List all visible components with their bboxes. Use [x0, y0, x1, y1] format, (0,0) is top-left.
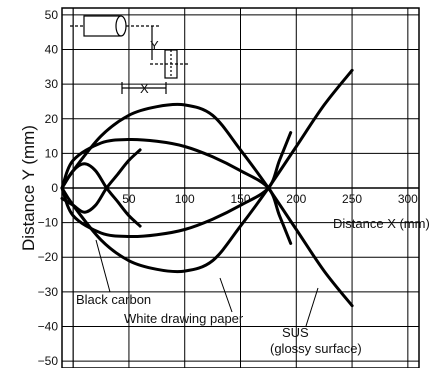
- y-tick-label: −10: [38, 216, 59, 230]
- y-tick-labels: 50 40 30 20 10 0 −10 −20 −30 −40 −50: [38, 8, 59, 368]
- y-axis-title: Distance Y (mm): [19, 125, 38, 251]
- series-curves: [60, 68, 354, 308]
- y-tick-label: 50: [45, 8, 59, 22]
- x-tick-label: 300: [398, 192, 418, 206]
- y-tick-label: −20: [38, 250, 59, 264]
- sensor-lens-shape: [115, 15, 127, 37]
- sensor-inset-sketch: [70, 15, 190, 94]
- sensor-body-shape: [83, 15, 121, 37]
- sus-leader: [305, 287, 319, 327]
- y-tick-label: 10: [45, 146, 59, 160]
- sus-label: SUS: [282, 325, 309, 340]
- y-tick-label: −50: [38, 354, 59, 368]
- inset-y-label: Y: [150, 38, 159, 53]
- y-tick-label: −40: [38, 319, 59, 333]
- sus-upper-curve: [60, 102, 354, 308]
- black-carbon-leader: [95, 239, 111, 293]
- sus-surface-label: (glossy surface): [270, 341, 362, 356]
- x-axis-title: Distance X (mm): [333, 216, 430, 231]
- x-tick-label: 50: [122, 192, 136, 206]
- x-tick-label: 100: [175, 192, 195, 206]
- gridlines: [62, 8, 419, 368]
- y-tick-label: 30: [45, 77, 59, 91]
- inset-x-label: X: [140, 81, 149, 96]
- white-paper-label: White drawing paper: [124, 311, 244, 326]
- annotation-leaders: [95, 239, 319, 327]
- y-tick-label: −30: [38, 285, 59, 299]
- white-paper-leader: [219, 277, 233, 313]
- y-tick-label: 40: [45, 43, 59, 57]
- white_paper-lower-curve: [60, 131, 293, 239]
- black-carbon-label: Black carbon: [76, 292, 151, 307]
- y-tick-label: 0: [51, 181, 58, 195]
- y-tick-label: 20: [45, 112, 59, 126]
- x-tick-label: 250: [342, 192, 362, 206]
- x-tick-label: 200: [286, 192, 306, 206]
- sus-lower-curve: [60, 68, 354, 274]
- x-tick-labels: 50 100 150 200 250 300: [122, 192, 418, 206]
